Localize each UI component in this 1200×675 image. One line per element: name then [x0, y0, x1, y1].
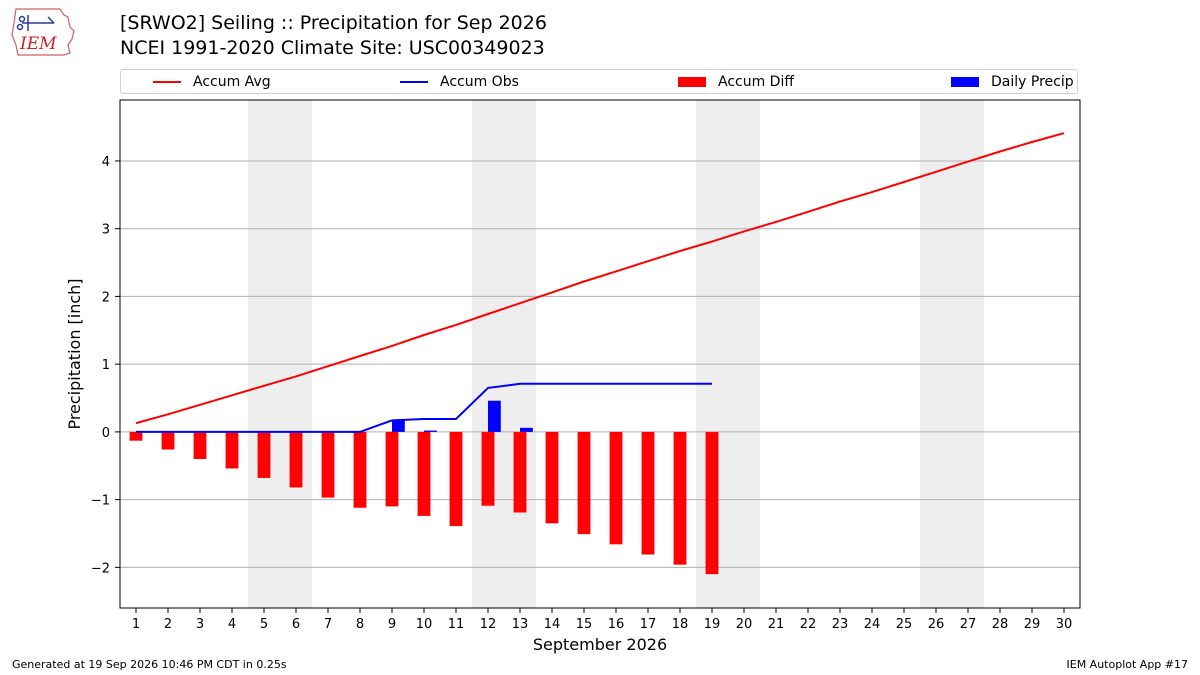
- x-tick-label: 22: [800, 617, 817, 632]
- weekend-band: [472, 100, 536, 608]
- x-tick-label: 8: [356, 617, 364, 632]
- x-tick-label: 28: [992, 617, 1009, 632]
- x-tick-label: 27: [960, 617, 977, 632]
- x-axis-label: September 2026: [533, 635, 667, 654]
- x-tick-label: 2: [164, 617, 172, 632]
- accum-diff-bar: [609, 431, 623, 545]
- x-tick-label: 29: [1024, 617, 1041, 632]
- x-tick-label: 14: [544, 617, 561, 632]
- accum-diff-bar: [449, 431, 463, 527]
- daily-precip-bar: [520, 427, 533, 432]
- accum-obs-line: [136, 382, 712, 433]
- y-tick-label: 0: [102, 426, 110, 441]
- x-tick-label: 15: [576, 617, 593, 632]
- x-tick-label: 20: [736, 617, 753, 632]
- chart-subtitle: NCEI 1991-2020 Climate Site: USC00349023: [120, 37, 545, 59]
- x-tick-label: 17: [640, 617, 657, 632]
- accum-diff-bar: [353, 431, 367, 508]
- legend: Accum Avg Accum Obs Accum Diff Daily Pre…: [120, 69, 1078, 94]
- y-axis-label: Precipitation [inch]: [65, 278, 84, 429]
- legend-item-accum-avg: Accum Avg: [153, 73, 271, 91]
- accum-diff-bar: [193, 431, 207, 459]
- daily-precip-bar: [392, 420, 405, 432]
- logo-text: IEM: [19, 34, 57, 54]
- accum-diff-bar: [289, 431, 303, 488]
- x-tick-label: 12: [480, 617, 497, 632]
- accum-diff-bar: [641, 431, 655, 555]
- x-tick-label: 18: [672, 617, 689, 632]
- daily-precip-bar: [424, 430, 437, 432]
- legend-label: Accum Avg: [193, 74, 271, 90]
- y-tick-label: 4: [102, 155, 110, 170]
- x-tick-label: 11: [448, 617, 465, 632]
- footer-generated: Generated at 19 Sep 2026 10:46 PM CDT in…: [12, 658, 287, 671]
- accum-diff-bar: [705, 431, 719, 575]
- gridlines: [120, 160, 1080, 568]
- weekend-band: [248, 100, 312, 608]
- x-tick-label: 10: [416, 617, 433, 632]
- footer-app-id: IEM Autoplot App #17: [1066, 658, 1189, 671]
- y-tick-label: 3: [102, 223, 110, 238]
- accum-diff-bar: [225, 431, 239, 469]
- accum-avg-line: [135, 132, 1065, 425]
- bars: [129, 400, 719, 575]
- accum-diff-bar: [321, 431, 335, 498]
- legend-swatch: [400, 81, 428, 83]
- accum-diff-bar: [129, 431, 143, 441]
- x-tick-label: 7: [324, 617, 332, 632]
- accum-diff-bar: [513, 431, 527, 513]
- y-tick-label: −1: [91, 494, 110, 509]
- x-tick-label: 23: [832, 617, 849, 632]
- accum-diff-bar: [417, 431, 431, 516]
- accum-diff-bar: [673, 431, 687, 565]
- x-tick-label: 4: [228, 617, 236, 632]
- weekend-band: [920, 100, 984, 608]
- legend-item-accum-obs: Accum Obs: [400, 73, 519, 91]
- x-tick-label: 21: [768, 617, 785, 632]
- legend-label: Accum Obs: [440, 74, 519, 90]
- legend-swatch: [153, 81, 181, 83]
- legend-swatch: [678, 77, 706, 87]
- y-tick-label: 2: [102, 290, 110, 305]
- legend-label: Daily Precip: [991, 74, 1074, 90]
- legend-label: Accum Diff: [718, 74, 795, 90]
- x-tick-label: 26: [928, 617, 945, 632]
- lines: [135, 132, 1065, 433]
- x-tick-label: 16: [608, 617, 625, 632]
- legend-swatch: [951, 77, 979, 87]
- x-tick-label: 9: [388, 617, 396, 632]
- x-tick-label: 30: [1056, 617, 1073, 632]
- accum-diff-bar: [481, 431, 495, 506]
- accum-diff-bar: [257, 431, 271, 478]
- iem-logo: IEM: [11, 8, 75, 56]
- x-tick-label: 25: [896, 617, 913, 632]
- accum-diff-bar: [385, 431, 399, 507]
- x-tick-label: 19: [704, 617, 721, 632]
- x-tick-label: 1: [132, 617, 140, 632]
- x-tick-label: 5: [260, 617, 268, 632]
- accum-diff-bar: [545, 431, 559, 524]
- x-tick-label: 24: [864, 617, 881, 632]
- accum-diff-bar: [577, 431, 591, 535]
- y-tick-label: 1: [102, 358, 110, 373]
- plot-frame: [119, 99, 1081, 609]
- x-tick-label: 3: [196, 617, 204, 632]
- x-tick-label: 6: [292, 617, 300, 632]
- x-tick-label: 13: [512, 617, 529, 632]
- daily-precip-bar: [488, 400, 501, 432]
- accum-diff-bar: [161, 431, 175, 450]
- legend-item-daily-precip: Daily Precip: [951, 73, 1074, 91]
- legend-item-accum-diff: Accum Diff: [678, 73, 794, 91]
- chart-title: [SRWO2] Seiling :: Precipitation for Sep…: [120, 12, 547, 34]
- y-tick-label: −2: [91, 561, 110, 576]
